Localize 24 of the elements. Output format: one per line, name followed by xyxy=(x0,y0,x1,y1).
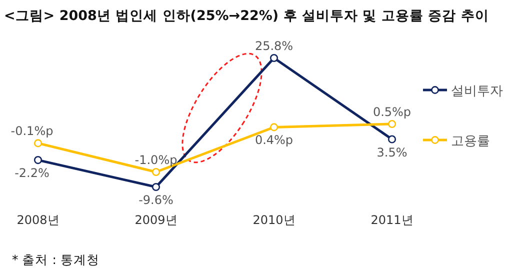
point xyxy=(270,123,278,132)
x-tick-label: 2008년 xyxy=(16,213,60,227)
data-label: -1.0%p xyxy=(134,153,178,167)
x-tick-label: 2011년 xyxy=(370,213,414,227)
data-label: -2.2% xyxy=(14,166,50,180)
point xyxy=(152,182,160,192)
point xyxy=(34,139,42,148)
point xyxy=(270,54,278,62)
data-label: 0.4%p xyxy=(254,133,294,148)
chart-title: <그림> 2008년 법인세 인하(25%→22%) 후 설비투자 및 고용률 증감 추이 xyxy=(4,8,489,24)
legend-label: 고용률 xyxy=(451,134,490,149)
data-label: 25.8% xyxy=(254,39,294,53)
data-label: -0.1%p xyxy=(10,124,54,138)
data-label: 0.5%p xyxy=(372,105,412,119)
point xyxy=(34,156,42,164)
legend-label: 설비투자 xyxy=(451,84,503,99)
point xyxy=(388,135,396,144)
point xyxy=(388,120,396,128)
data-label: 3.5% xyxy=(376,145,408,160)
x-tick-label: 2010년 xyxy=(252,213,296,227)
x-tick-label: 2009년 xyxy=(134,213,178,227)
data-label: -9.6% xyxy=(138,193,174,207)
point xyxy=(152,168,160,176)
text: * 출처 : 통계청 xyxy=(12,252,100,267)
